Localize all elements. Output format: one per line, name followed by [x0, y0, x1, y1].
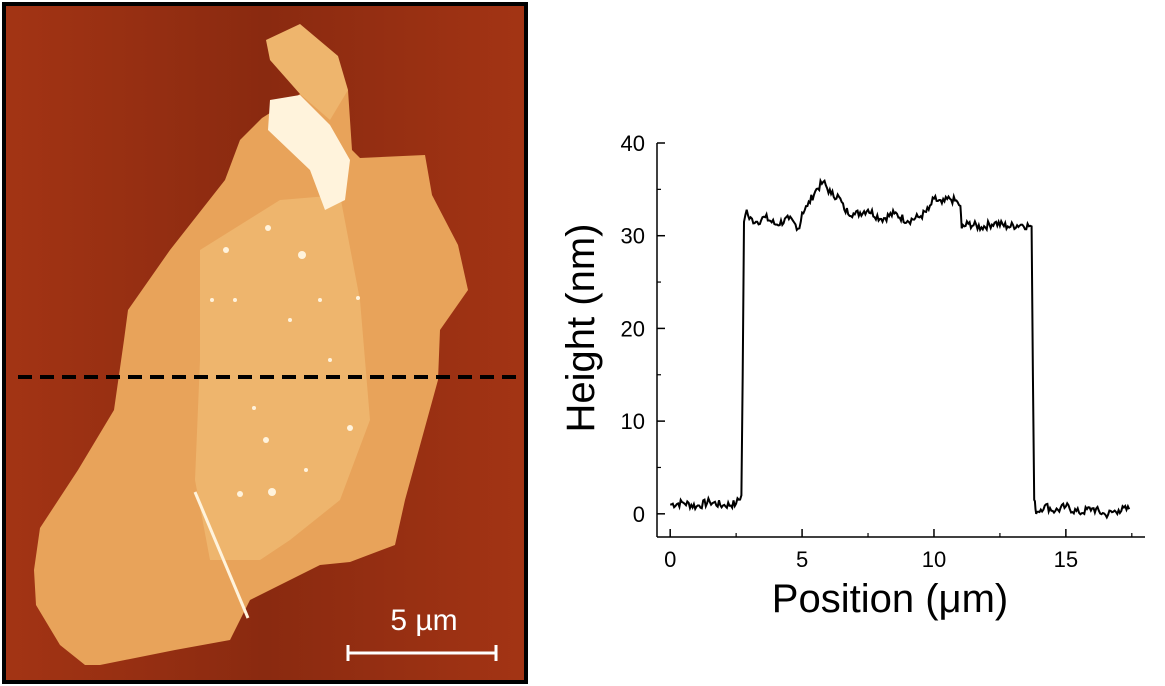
y-tick-label: 40 [621, 131, 645, 156]
scale-bar: 5 µm [346, 604, 498, 661]
afm-particle [288, 318, 292, 322]
afm-scratch-line [193, 491, 250, 619]
x-tick-label: 5 [796, 547, 808, 572]
afm-particle [318, 298, 322, 302]
y-tick-label: 10 [621, 409, 645, 434]
afm-particle [237, 491, 243, 497]
afm-flake-top-section [266, 24, 348, 120]
y-tick-label: 30 [621, 224, 645, 249]
afm-particle [304, 468, 308, 472]
afm-particle [252, 406, 256, 410]
scale-bar-label: 5 µm [390, 604, 457, 637]
y-tick-label: 20 [621, 316, 645, 341]
height-profile-chart: 0 10 20 30 40 0 5 10 15 Position (μm) Height (nm… [559, 131, 1145, 621]
afm-particle [356, 296, 360, 300]
afm-particles [210, 225, 360, 497]
plot-area: 0 10 20 30 40 0 5 10 15 [621, 131, 1145, 572]
height-profile-line [670, 177, 1131, 520]
afm-particle [223, 247, 229, 253]
x-tick-label: 0 [664, 547, 676, 572]
afm-particle [263, 437, 269, 443]
afm-particle [328, 358, 332, 362]
afm-image-frame [2, 2, 528, 684]
y-tick-label: 0 [633, 502, 645, 527]
afm-bright-region [268, 95, 350, 210]
x-tick-label: 10 [922, 547, 946, 572]
afm-particle [265, 225, 271, 231]
y-axis-title: Height (nm) [559, 224, 603, 433]
afm-particle [298, 251, 306, 259]
afm-particle [210, 298, 214, 302]
afm-particle [233, 298, 237, 302]
x-axis-title: Position (μm) [772, 577, 1008, 621]
afm-particle [347, 425, 353, 431]
x-tick-label: 15 [1054, 547, 1078, 572]
afm-particle [268, 488, 276, 496]
afm-topography-image: 5 µm [2, 2, 528, 684]
